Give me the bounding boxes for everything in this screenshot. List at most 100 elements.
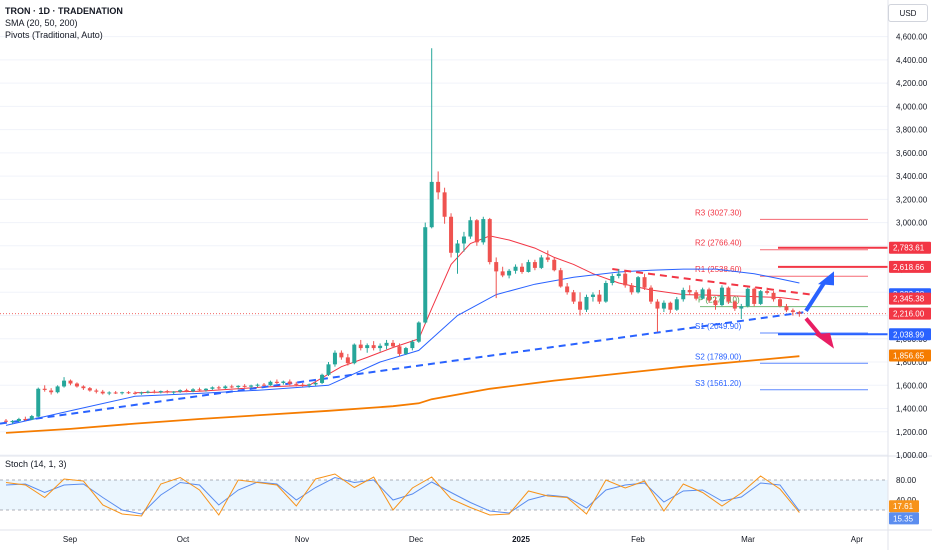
candle[interactable] [745,287,750,308]
candle[interactable] [378,343,383,352]
candle[interactable] [436,171,441,200]
candle[interactable] [500,266,505,278]
candle[interactable] [687,285,692,295]
candle[interactable] [29,414,34,421]
price-tag[interactable]: 2,345.38 [889,292,931,305]
candle[interactable] [94,388,99,394]
candle[interactable] [81,385,86,390]
candle[interactable] [307,383,312,388]
candle[interactable] [584,294,589,313]
candle[interactable] [674,296,679,311]
candle[interactable] [636,276,641,294]
candle[interactable] [178,389,183,393]
candle[interactable] [668,301,673,314]
candle[interactable] [423,222,428,324]
candle[interactable] [171,391,176,394]
candle[interactable] [778,296,782,308]
candle[interactable] [126,391,131,394]
candle[interactable] [532,259,537,271]
candle[interactable] [790,308,795,316]
candle[interactable] [403,346,408,356]
candle[interactable] [107,391,112,396]
price-tag[interactable]: 1,856.65 [889,349,931,362]
candle[interactable] [391,339,395,349]
candle[interactable] [455,240,460,274]
symbol-title[interactable]: TRON · 1D · TRADENATION [5,6,123,16]
candle[interactable] [358,339,363,351]
candle[interactable] [565,283,570,295]
candle[interactable] [442,187,447,224]
candle[interactable] [210,386,215,390]
candle[interactable] [100,389,105,395]
candle[interactable] [642,273,647,290]
candle[interactable] [481,216,486,245]
candle[interactable] [139,391,144,395]
pivots-legend[interactable]: Pivots (Traditional, Auto) [5,30,103,40]
candle[interactable] [655,299,660,332]
candle[interactable] [507,269,512,279]
price-tag[interactable]: 2,216.00 [889,307,931,320]
candle[interactable] [752,287,757,307]
candle[interactable] [262,382,266,387]
candle[interactable] [494,257,499,299]
candle[interactable] [4,418,8,423]
candle[interactable] [36,387,41,418]
candle[interactable] [255,383,260,388]
candle[interactable] [287,379,292,386]
candle[interactable] [158,390,163,394]
sma-legend[interactable]: SMA (20, 50, 200) [5,18,78,28]
candle[interactable] [597,289,602,304]
candle[interactable] [661,300,666,313]
candle[interactable] [649,285,653,304]
candle[interactable] [616,269,621,279]
candle[interactable] [274,379,279,385]
candle[interactable] [726,286,731,304]
stoch-legend[interactable]: Stoch (14, 1, 3) [5,459,67,469]
candles[interactable] [4,48,802,424]
candle[interactable] [765,287,770,295]
candle[interactable] [552,257,557,272]
candle[interactable] [578,292,583,316]
price-tag[interactable]: 2,618.66 [889,260,931,273]
candle[interactable] [326,362,331,376]
candle[interactable] [332,350,337,367]
candle[interactable] [397,343,402,357]
candle[interactable] [74,382,79,388]
candle[interactable] [281,380,286,385]
candle[interactable] [371,341,376,351]
candle[interactable] [416,321,421,343]
candle[interactable] [87,387,92,392]
candle[interactable] [313,381,318,386]
candle[interactable] [784,303,789,313]
price-axis[interactable]: 4,600.00 4,400.00 4,200.00 4,000.00 3,800.00… [887,0,931,550]
candle[interactable] [429,48,434,229]
candle[interactable] [113,391,118,394]
candle[interactable] [345,353,350,366]
candle[interactable] [739,303,744,320]
candle[interactable] [487,217,492,265]
candle[interactable] [268,380,273,386]
candle[interactable] [694,289,699,301]
candle[interactable] [590,292,595,302]
candle[interactable] [145,390,150,394]
candle[interactable] [681,287,686,302]
candle[interactable] [242,384,247,388]
candle[interactable] [165,389,170,394]
candle[interactable] [42,385,47,392]
time-axis[interactable]: Sep Oct Nov Dec 2025 Feb Mar Apr [0,529,932,544]
candle[interactable] [352,343,357,365]
candle[interactable] [520,263,524,274]
stoch-value-tag[interactable]: 17.61 [889,500,919,513]
candle[interactable] [610,273,615,286]
candle[interactable] [133,391,137,395]
candle[interactable] [758,289,763,306]
candle[interactable] [62,377,67,388]
candle[interactable] [474,219,479,246]
candle[interactable] [68,379,73,386]
candle[interactable] [152,389,157,394]
candle[interactable] [320,373,325,385]
candle[interactable] [294,381,299,387]
candle[interactable] [526,259,531,273]
candle[interactable] [545,250,550,263]
